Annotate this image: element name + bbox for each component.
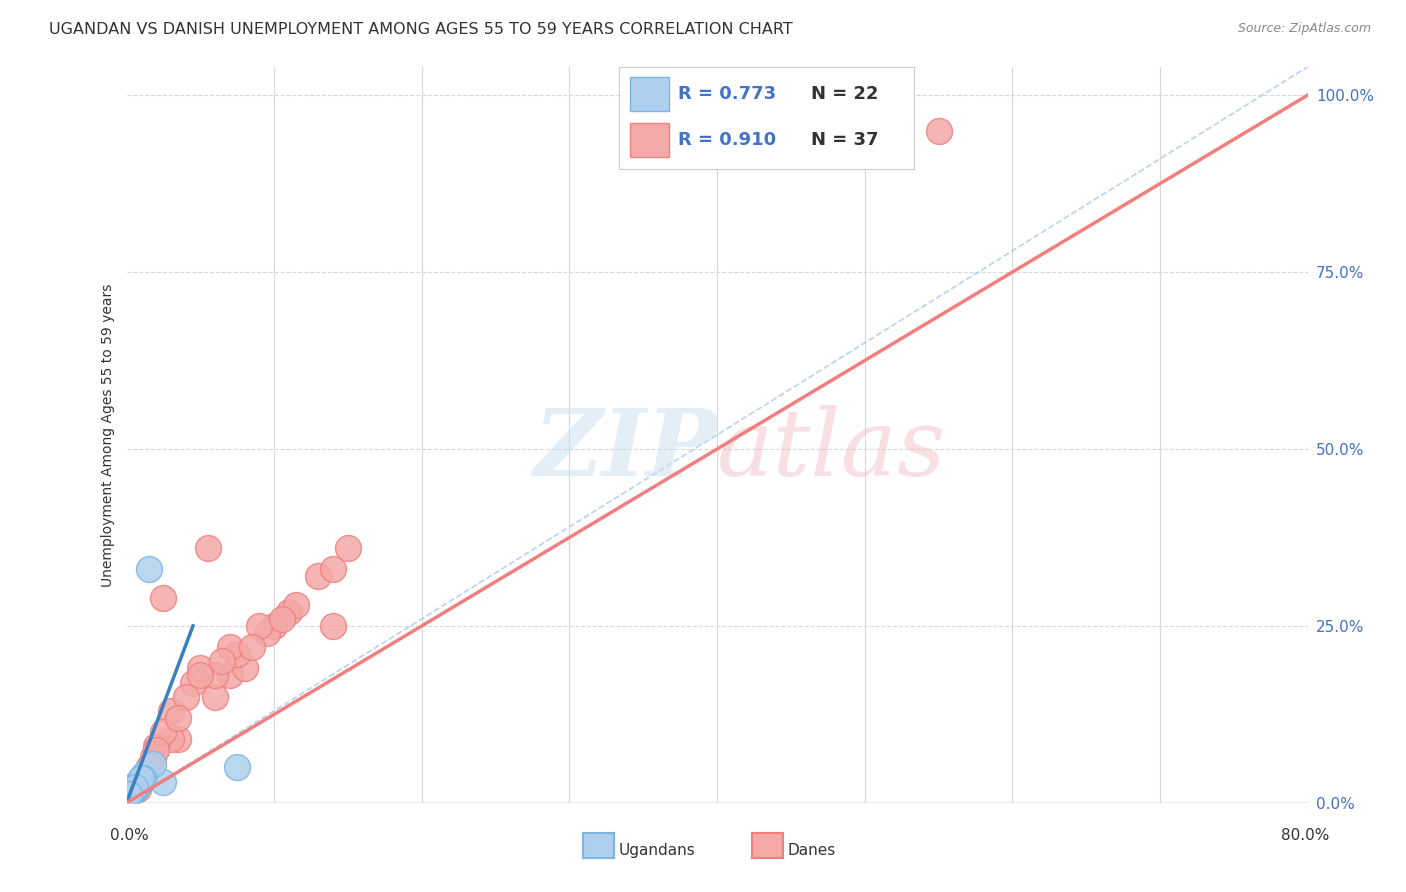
Point xyxy=(219,668,242,682)
Point xyxy=(322,562,344,576)
Point xyxy=(129,771,153,785)
Point xyxy=(121,783,143,797)
Point xyxy=(278,605,301,619)
Point xyxy=(121,783,143,797)
Text: N = 37: N = 37 xyxy=(810,131,879,149)
Point xyxy=(122,781,145,796)
Point xyxy=(160,704,183,718)
Text: UGANDAN VS DANISH UNEMPLOYMENT AMONG AGES 55 TO 59 YEARS CORRELATION CHART: UGANDAN VS DANISH UNEMPLOYMENT AMONG AGE… xyxy=(49,22,793,37)
Point xyxy=(285,598,308,612)
Point xyxy=(160,732,183,747)
Point xyxy=(118,787,141,801)
Point xyxy=(129,771,153,785)
Text: R = 0.910: R = 0.910 xyxy=(678,131,776,149)
Point xyxy=(240,640,263,654)
Point xyxy=(138,760,160,774)
Point xyxy=(152,774,174,789)
Point xyxy=(127,778,149,792)
Point xyxy=(129,774,153,789)
Point xyxy=(145,743,167,757)
Point xyxy=(174,690,197,704)
Point xyxy=(197,541,219,555)
Text: atlas: atlas xyxy=(717,405,946,494)
Bar xyxy=(630,123,669,157)
Point xyxy=(124,780,146,795)
Bar xyxy=(630,77,669,111)
Point xyxy=(138,562,160,576)
Point xyxy=(226,760,249,774)
Text: 0.0%: 0.0% xyxy=(110,828,149,843)
Point xyxy=(120,785,142,799)
Point xyxy=(256,626,278,640)
Point xyxy=(204,690,226,704)
Point xyxy=(132,771,155,785)
Point xyxy=(127,776,149,790)
Text: ZIP: ZIP xyxy=(533,405,717,494)
Point xyxy=(127,781,149,796)
Point xyxy=(270,612,292,626)
Point xyxy=(167,732,190,747)
Point xyxy=(188,668,212,682)
Point xyxy=(134,767,156,781)
Point xyxy=(142,756,165,771)
Text: N = 22: N = 22 xyxy=(810,85,879,103)
Point xyxy=(124,783,146,797)
Point xyxy=(249,619,271,633)
Point xyxy=(211,654,233,668)
Point xyxy=(928,123,950,137)
Text: Source: ZipAtlas.com: Source: ZipAtlas.com xyxy=(1237,22,1371,36)
Point xyxy=(188,661,212,675)
Point xyxy=(181,675,204,690)
Point xyxy=(124,780,146,795)
Point xyxy=(167,711,190,725)
Point xyxy=(219,640,242,654)
Point xyxy=(233,661,256,675)
Point xyxy=(138,760,160,774)
Point xyxy=(263,619,285,633)
Point xyxy=(308,569,330,583)
Point xyxy=(152,591,174,605)
Point xyxy=(120,785,142,799)
Point xyxy=(122,781,145,796)
Point xyxy=(128,776,150,790)
Point xyxy=(142,749,165,764)
Text: Danes: Danes xyxy=(787,843,835,858)
Point xyxy=(322,619,344,633)
Point xyxy=(152,725,174,739)
Text: 80.0%: 80.0% xyxy=(1281,828,1329,843)
Point xyxy=(226,647,249,661)
Point xyxy=(145,739,167,754)
Point xyxy=(125,776,148,790)
Y-axis label: Unemployment Among Ages 55 to 59 years: Unemployment Among Ages 55 to 59 years xyxy=(101,283,115,587)
Point xyxy=(204,668,226,682)
Point xyxy=(337,541,360,555)
Text: R = 0.773: R = 0.773 xyxy=(678,85,776,103)
Text: Ugandans: Ugandans xyxy=(619,843,696,858)
